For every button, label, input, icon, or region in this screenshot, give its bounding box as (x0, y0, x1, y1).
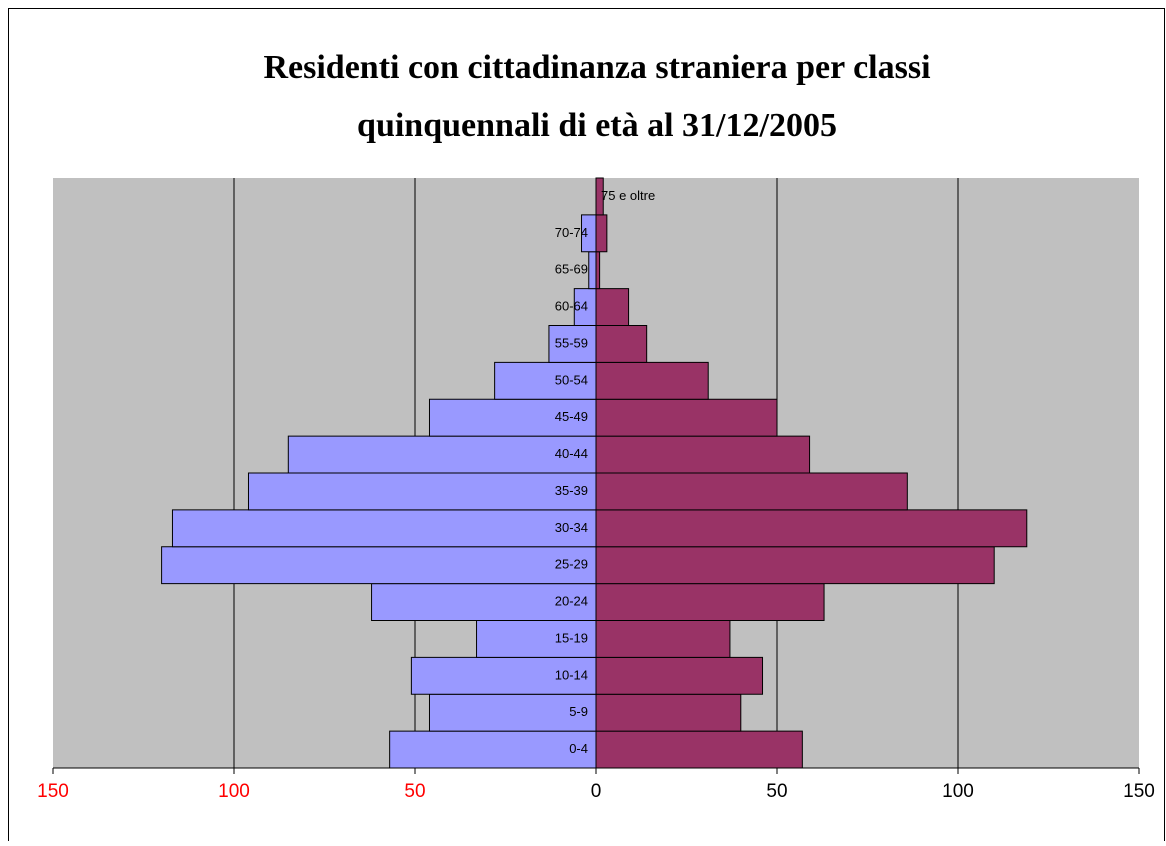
bar (595, 398, 778, 437)
x-tick-label: 50 (766, 781, 787, 802)
x-tick-label: 50 (404, 781, 425, 802)
bar (595, 361, 709, 400)
x-tick-label: 100 (218, 781, 250, 802)
bar (595, 693, 742, 732)
bar (595, 620, 731, 658)
chart-title: Residenti con cittadinanza straniera per… (263, 49, 930, 86)
bar (428, 398, 597, 437)
category-label: 40-44 (555, 446, 588, 461)
category-label: 20-24 (555, 594, 588, 609)
bar (595, 288, 630, 326)
bar (287, 435, 597, 474)
x-tick-label: 150 (1123, 781, 1155, 802)
bar (247, 472, 597, 511)
bar (548, 325, 597, 363)
bar (595, 583, 825, 621)
bar (494, 361, 597, 400)
category-label: 60-64 (555, 299, 588, 314)
bar (171, 509, 597, 548)
frame (8, 8, 1165, 841)
bar (595, 509, 1028, 548)
bar (161, 546, 597, 585)
category-label: 25-29 (555, 557, 588, 572)
category-label: 55-59 (555, 335, 588, 350)
category-label: 70-74 (555, 225, 588, 240)
x-tick-label: 150 (37, 781, 69, 802)
bar (595, 730, 803, 769)
bar (410, 656, 597, 695)
category-label: 50-54 (555, 372, 588, 387)
bar (389, 730, 597, 769)
x-tick-label: 0 (591, 781, 602, 802)
bar (595, 435, 811, 474)
category-label: 5-9 (569, 704, 588, 719)
category-label: 10-14 (555, 667, 588, 682)
category-label: 30-34 (555, 520, 588, 535)
bar (588, 251, 597, 290)
bar (595, 546, 995, 585)
bar (595, 325, 648, 363)
category-label: 65-69 (555, 262, 588, 277)
bar (476, 620, 597, 658)
bar (595, 214, 608, 253)
category-label: 45-49 (555, 409, 588, 424)
category-label: 75 e oltre (601, 188, 655, 203)
bar (371, 583, 597, 621)
category-label: 0-4 (569, 741, 588, 756)
bar (595, 251, 601, 290)
bar (595, 656, 764, 695)
bar (428, 693, 597, 732)
chart-title: quinquennali di età al 31/12/2005 (357, 107, 837, 144)
bar (595, 472, 908, 511)
category-label: 35-39 (555, 483, 588, 498)
category-label: 15-19 (555, 630, 588, 645)
x-tick-label: 100 (942, 781, 974, 802)
